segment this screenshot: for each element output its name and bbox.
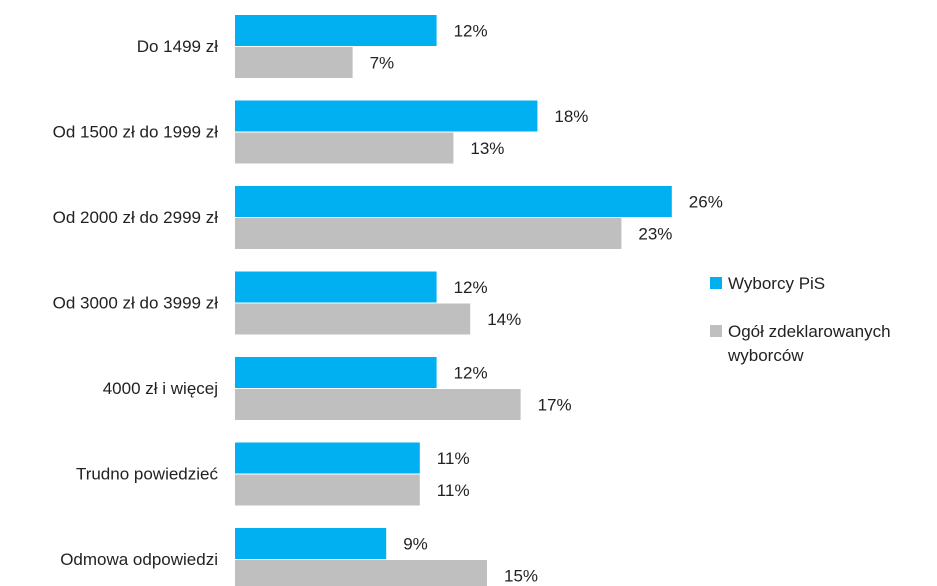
bar-wyborcy-pis bbox=[235, 186, 672, 217]
legend-label-ogol-line-1: Ogół zdeklarowanych bbox=[728, 322, 891, 341]
legend-swatch-ogol bbox=[710, 325, 722, 337]
category-label: Trudno powiedzieć bbox=[76, 465, 219, 484]
bar-wyborcy-pis bbox=[235, 442, 420, 474]
value-labels: 12% 7% 18% 13% 26% 23% 12% 14% 12% 17% 11% 11% 9% 15% bbox=[370, 22, 723, 586]
category-label: Od 1500 zł do 1999 zł bbox=[53, 123, 219, 142]
data-label: 12% bbox=[454, 22, 488, 41]
bar-ogol-wyborcow bbox=[235, 303, 471, 335]
bar-wyborcy-pis bbox=[235, 271, 437, 303]
category-label: Odmowa odpowiedzi bbox=[60, 550, 218, 569]
data-label: 15% bbox=[504, 567, 538, 586]
category-label: Od 2000 zł do 2999 zł bbox=[53, 208, 219, 227]
bar-wyborcy-pis bbox=[235, 357, 437, 388]
bar-ogol-wyborcow bbox=[235, 474, 420, 506]
legend-label-ogol-line-2: wyborców bbox=[727, 346, 804, 365]
data-label: 18% bbox=[554, 107, 588, 126]
bar-ogol-wyborcow bbox=[235, 132, 454, 164]
data-label: 7% bbox=[370, 54, 395, 73]
bar-ogol-wyborcow bbox=[235, 218, 622, 249]
category-label: Od 3000 zł do 3999 zł bbox=[53, 294, 219, 313]
legend-label-wyborcy-pis: Wyborcy PiS bbox=[728, 274, 825, 293]
bar-wyborcy-pis bbox=[235, 528, 387, 559]
category-labels: Do 1499 zł Od 1500 zł do 1999 zł Od 2000 z… bbox=[53, 37, 219, 569]
data-label: 26% bbox=[689, 193, 723, 212]
data-label: 17% bbox=[538, 396, 572, 415]
category-label: Do 1499 zł bbox=[137, 37, 218, 56]
legend-swatch-wyborcy-pis bbox=[710, 277, 722, 289]
bars-layer bbox=[235, 15, 672, 586]
category-label: 4000 zł i więcej bbox=[103, 379, 218, 398]
data-label: 11% bbox=[437, 449, 470, 468]
data-label: 11% bbox=[437, 481, 470, 500]
bar-ogol-wyborcow bbox=[235, 560, 487, 586]
data-label: 23% bbox=[638, 225, 672, 244]
data-label: 13% bbox=[470, 139, 504, 158]
legend: Wyborcy PiS Ogół zdeklarowanych wyborców bbox=[710, 274, 891, 365]
bar-wyborcy-pis bbox=[235, 100, 538, 132]
bar-wyborcy-pis bbox=[235, 15, 437, 46]
data-label: 9% bbox=[403, 535, 428, 554]
data-label: 12% bbox=[454, 278, 488, 297]
data-label: 12% bbox=[454, 364, 488, 383]
bar-ogol-wyborcow bbox=[235, 47, 353, 78]
data-label: 14% bbox=[487, 310, 521, 329]
bar-ogol-wyborcow bbox=[235, 389, 521, 420]
